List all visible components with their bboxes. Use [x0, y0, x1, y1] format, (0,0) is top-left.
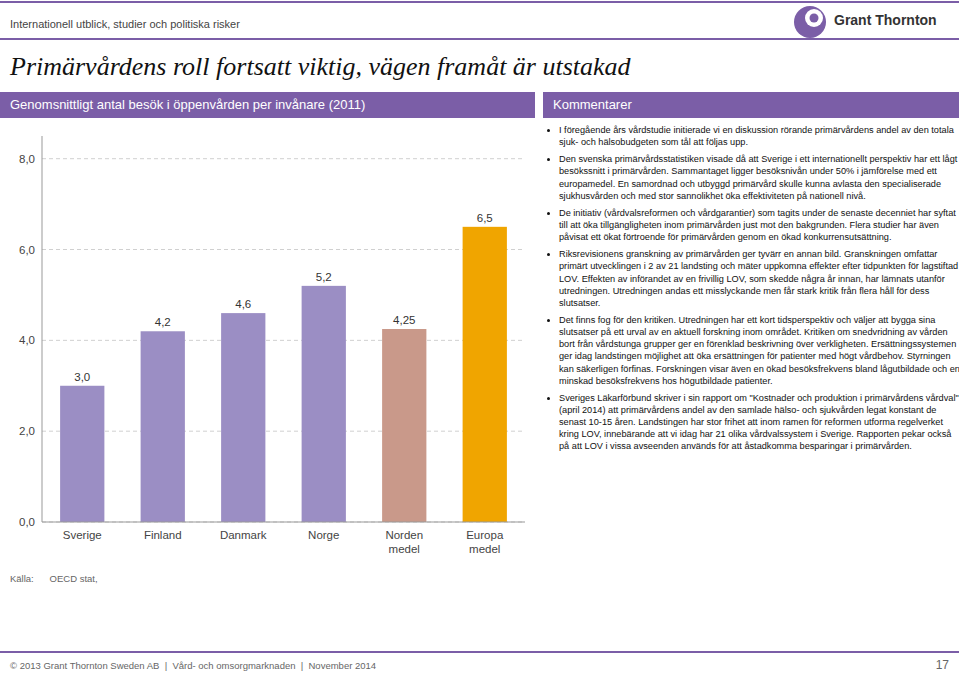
grid-line [42, 431, 525, 432]
page-title: Primärvårdens roll fortsatt viktig, väge… [10, 52, 631, 82]
grid-line [42, 249, 525, 250]
x-tick-line: Norge [308, 529, 339, 541]
comment-title: Kommentarer [543, 92, 959, 118]
logo-text: Grant Thornton [834, 12, 937, 28]
data-label: 5,2 [316, 271, 332, 283]
footer: © 2013 Grant Thornton Sweden AB | Vård- … [10, 660, 376, 671]
logo-inner [805, 9, 823, 27]
data-label: 3,0 [74, 371, 90, 383]
data-label: 4,6 [235, 298, 251, 310]
bar [463, 227, 507, 522]
bars [60, 227, 507, 522]
comment: Det finns fog för den kritiken. Utrednin… [559, 314, 959, 387]
comment: Riksrevisionens granskning av primärvård… [559, 248, 959, 309]
bar [221, 313, 265, 522]
x-tick-line: Finland [144, 529, 182, 541]
bar [60, 386, 104, 522]
x-tick-label: Finland [144, 529, 182, 541]
subtitle: Internationell utblick, studier och poli… [10, 18, 240, 30]
grid-line [42, 158, 525, 159]
x-tick-label: Sverige [63, 529, 102, 541]
source: Källa: OECD stat, [10, 573, 98, 584]
top-rule [0, 1, 959, 3]
footer-rule [0, 651, 959, 653]
x-tick-label: Norden medel [385, 529, 423, 555]
comment: Den svenska primärvårdsstatistiken visad… [559, 153, 959, 202]
bar-chart: 0,0 2,0 4,0 6,0 8,0 3,0 Sverige 4,2 Finland 4,6 Da… [0, 122, 535, 567]
x-tick-line: Norden [385, 529, 423, 541]
grid-line [42, 340, 525, 341]
bar [141, 331, 185, 522]
x-axis [42, 522, 525, 523]
bar [382, 329, 426, 522]
comment: De initiativ (vårdvalsreformen och vårdg… [559, 207, 959, 243]
comment: Sveriges Läkarförbund skriver i sin rapp… [559, 392, 959, 453]
y-axis [42, 136, 43, 522]
x-tick-line: medel [469, 543, 500, 555]
logo-circle [794, 6, 826, 38]
y-tick-label: 8,0 [19, 153, 35, 165]
data-label: 4,2 [155, 316, 171, 328]
data-label: 6,5 [477, 212, 493, 224]
comment: I föregående års vårdstudie initierade v… [559, 124, 959, 148]
y-tick-label: 2,0 [19, 425, 35, 437]
y-tick-label: 4,0 [19, 334, 35, 346]
x-tick-line: Europa [466, 529, 504, 541]
separator [0, 38, 959, 40]
chart-title: Genomsnittligt antal besök i öppenvården… [0, 92, 535, 118]
y-tick-label: 6,0 [19, 244, 35, 256]
page-number: 17 [936, 658, 949, 672]
comment-list: I föregående års vårdstudie initierade v… [543, 124, 959, 458]
bar [302, 286, 346, 522]
x-tick-line: Danmark [220, 529, 267, 541]
grid-line [42, 522, 525, 523]
x-tick-label: Norge [308, 529, 339, 541]
x-tick-label: Danmark [220, 529, 267, 541]
logo [790, 2, 830, 42]
x-tick-line: Sverige [63, 529, 102, 541]
x-tick-line: medel [389, 543, 420, 555]
data-label: 4,25 [393, 314, 415, 326]
x-tick-label: Europa medel [466, 529, 504, 555]
logo-dot [810, 14, 819, 23]
y-tick-label: 0,0 [19, 516, 35, 528]
